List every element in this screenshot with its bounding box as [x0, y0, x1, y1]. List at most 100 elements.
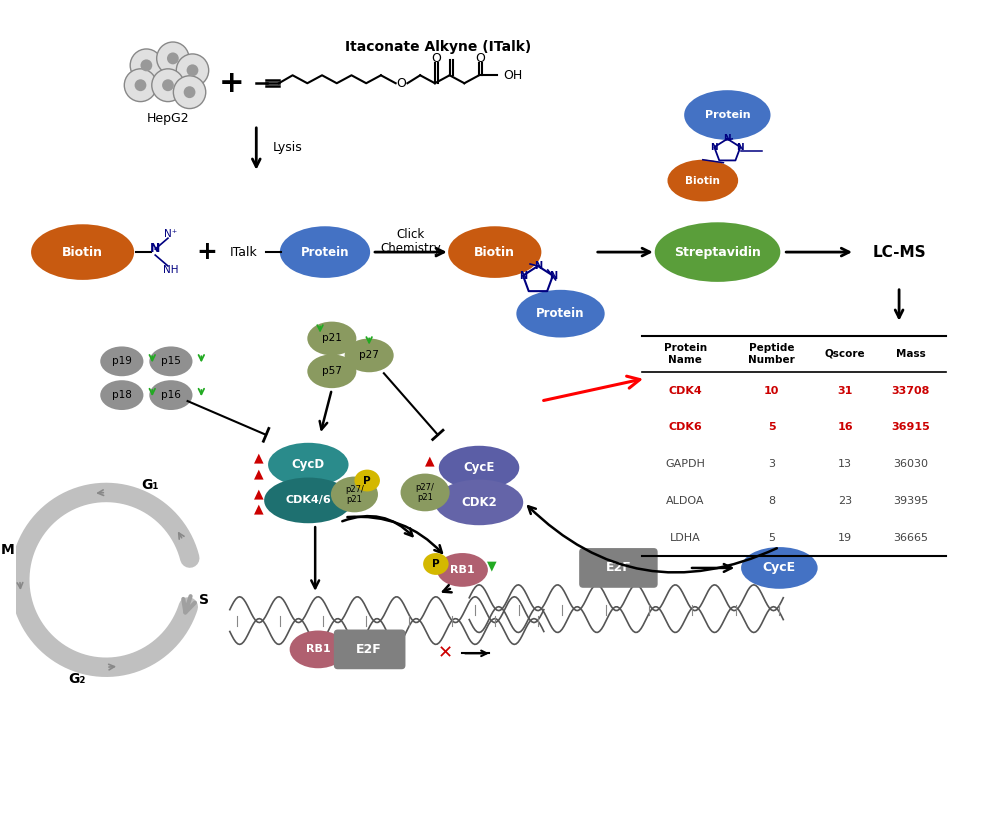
Text: M: M: [1, 543, 15, 557]
Text: Peptide
Number: Peptide Number: [748, 343, 795, 365]
Ellipse shape: [307, 322, 356, 356]
Ellipse shape: [667, 160, 738, 202]
Text: RB1: RB1: [450, 565, 475, 575]
Text: Protein: Protein: [536, 307, 585, 320]
Text: ▲: ▲: [254, 467, 264, 480]
Text: p57: p57: [322, 366, 342, 376]
Text: Protein
Name: Protein Name: [664, 343, 707, 365]
Text: CycD: CycD: [292, 458, 325, 471]
Text: CDK4: CDK4: [668, 386, 702, 396]
Ellipse shape: [280, 226, 370, 278]
Text: O: O: [475, 52, 485, 65]
Text: N⁺: N⁺: [164, 229, 178, 239]
Text: ▼: ▼: [487, 560, 497, 573]
Text: GAPDH: GAPDH: [665, 459, 705, 469]
Ellipse shape: [290, 630, 347, 668]
Ellipse shape: [331, 477, 378, 512]
Circle shape: [140, 59, 152, 72]
Text: p16: p16: [161, 390, 181, 400]
Text: p21: p21: [322, 333, 342, 343]
Text: Streptavidin: Streptavidin: [674, 245, 761, 258]
Text: CDK2: CDK2: [461, 496, 497, 509]
Text: +: +: [219, 69, 245, 98]
Text: 39395: 39395: [893, 496, 928, 506]
Text: p18: p18: [112, 390, 132, 400]
Text: 33708: 33708: [892, 386, 930, 396]
Ellipse shape: [435, 480, 523, 525]
Circle shape: [167, 53, 179, 64]
Text: 36915: 36915: [891, 422, 930, 432]
Text: S: S: [199, 593, 209, 607]
Text: E2F: E2F: [356, 643, 382, 656]
Text: Qscore: Qscore: [825, 349, 865, 359]
Text: P: P: [363, 476, 371, 486]
FancyBboxPatch shape: [334, 630, 405, 669]
Text: LC-MS: LC-MS: [872, 244, 926, 259]
Text: ▲: ▲: [254, 487, 264, 500]
Text: ITalk: ITalk: [230, 245, 258, 258]
Text: 16: 16: [837, 422, 853, 432]
Text: ✕: ✕: [438, 644, 453, 663]
Text: G₁: G₁: [142, 477, 159, 491]
Text: LDHA: LDHA: [670, 532, 701, 542]
Ellipse shape: [439, 446, 519, 490]
Text: ▲: ▲: [254, 503, 264, 516]
Text: OH: OH: [504, 69, 523, 81]
Text: 5: 5: [768, 532, 775, 542]
Text: p15: p15: [161, 356, 181, 366]
Text: Biotin: Biotin: [62, 245, 103, 258]
Text: P: P: [432, 559, 440, 569]
Text: Biotin: Biotin: [685, 175, 720, 185]
Text: RB1: RB1: [306, 644, 330, 654]
Text: Protein: Protein: [301, 245, 349, 258]
Circle shape: [162, 79, 174, 91]
Text: CDK6: CDK6: [668, 422, 702, 432]
Text: +: +: [197, 240, 218, 264]
Circle shape: [130, 49, 163, 81]
Text: N: N: [549, 271, 557, 281]
Ellipse shape: [354, 470, 380, 491]
Text: N: N: [710, 142, 718, 151]
Text: N: N: [534, 261, 542, 271]
Circle shape: [187, 64, 198, 77]
Text: 31: 31: [837, 386, 853, 396]
Text: E2F: E2F: [606, 561, 631, 574]
Text: CycE: CycE: [463, 461, 495, 474]
Text: N: N: [150, 242, 160, 254]
Text: 36665: 36665: [893, 532, 928, 542]
Ellipse shape: [149, 380, 192, 410]
Text: Click: Click: [396, 228, 424, 240]
Ellipse shape: [401, 473, 450, 511]
Text: 5: 5: [768, 422, 775, 432]
Text: 8: 8: [768, 496, 775, 506]
Text: N: N: [724, 134, 731, 143]
Ellipse shape: [655, 222, 780, 282]
Text: ALDOA: ALDOA: [666, 496, 704, 506]
Circle shape: [135, 79, 146, 91]
Ellipse shape: [684, 91, 771, 140]
Circle shape: [157, 42, 189, 75]
Text: CycE: CycE: [763, 561, 796, 574]
Ellipse shape: [345, 338, 394, 372]
Ellipse shape: [100, 346, 143, 376]
Text: 3: 3: [768, 459, 775, 469]
Ellipse shape: [268, 443, 349, 486]
Ellipse shape: [741, 547, 818, 588]
Text: O: O: [397, 77, 406, 90]
Text: p27/
p21: p27/ p21: [345, 485, 364, 504]
FancyBboxPatch shape: [579, 548, 658, 588]
Circle shape: [124, 69, 157, 101]
Text: p27: p27: [359, 351, 379, 360]
Text: 36030: 36030: [893, 459, 928, 469]
Text: Biotin: Biotin: [474, 245, 515, 258]
Text: ▲: ▲: [254, 451, 264, 464]
Text: p27/
p21: p27/ p21: [416, 483, 435, 502]
Text: ▲: ▲: [425, 454, 435, 467]
Circle shape: [176, 54, 209, 86]
Text: NH: NH: [163, 265, 179, 275]
Circle shape: [173, 76, 206, 109]
Text: N: N: [519, 271, 527, 281]
Text: Protein: Protein: [705, 110, 750, 120]
Ellipse shape: [448, 226, 541, 278]
Ellipse shape: [31, 225, 134, 280]
